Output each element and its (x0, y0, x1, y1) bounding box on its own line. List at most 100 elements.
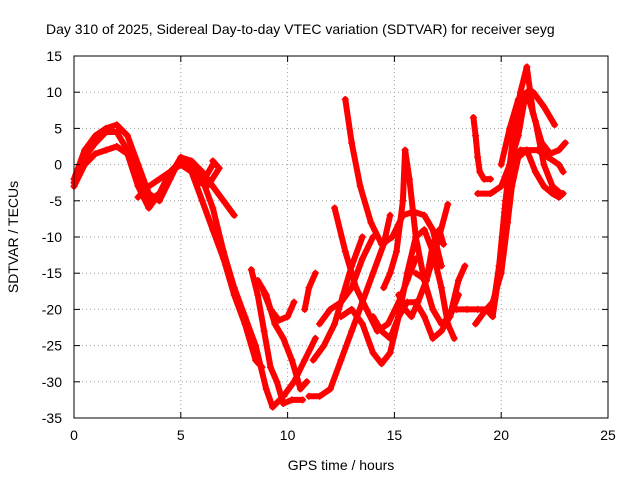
data-point (480, 175, 488, 183)
data-point (412, 233, 420, 241)
series-line (412, 201, 451, 284)
data-point (378, 327, 386, 335)
data-point (386, 334, 394, 342)
data-point (474, 305, 482, 313)
data-point (123, 150, 131, 158)
data-point (271, 320, 279, 328)
data-point (113, 143, 121, 150)
data-point (551, 121, 559, 129)
data-point (81, 153, 89, 161)
data-point (487, 190, 495, 198)
data-point (437, 284, 445, 292)
data-point (386, 211, 394, 219)
data-point (358, 255, 366, 263)
series-sat-i (301, 269, 319, 313)
data-point (514, 95, 522, 103)
data-point (474, 153, 482, 161)
data-point (260, 327, 268, 335)
data-point (290, 298, 298, 306)
data-point (420, 211, 428, 219)
data-point (497, 161, 505, 169)
y-tick-label: 10 (46, 84, 62, 100)
data-point (378, 360, 386, 368)
data-point (269, 403, 277, 411)
data-point (113, 121, 121, 129)
data-point (367, 219, 375, 227)
data-point (337, 356, 345, 364)
series-sat-e (194, 157, 223, 189)
data-point (401, 305, 409, 313)
data-point (414, 298, 422, 306)
data-point (81, 161, 89, 169)
data-point (420, 226, 428, 234)
data-point (356, 182, 364, 190)
data-point (254, 276, 262, 284)
data-point (548, 190, 556, 198)
data-point (489, 305, 497, 313)
x-tick-label: 10 (280, 427, 296, 443)
data-point (258, 363, 266, 371)
data-point (429, 226, 437, 234)
data-point (420, 313, 428, 321)
data-point (380, 284, 388, 292)
data-point (311, 269, 319, 277)
data-point (284, 313, 292, 321)
data-point (102, 146, 110, 154)
data-point (247, 266, 255, 274)
data-point (476, 168, 484, 176)
data-point (348, 305, 356, 313)
data-point (267, 305, 275, 313)
data-point (472, 320, 480, 328)
data-point (309, 356, 317, 364)
data-point (540, 161, 548, 169)
x-tick-label: 0 (70, 427, 78, 443)
data-point (91, 139, 99, 147)
data-point (358, 233, 366, 241)
data-point (316, 320, 324, 328)
data-point (331, 204, 339, 212)
data-point (337, 313, 345, 321)
data-point (407, 313, 415, 321)
data-point (326, 305, 334, 313)
data-point (378, 240, 386, 248)
data-point (437, 327, 445, 335)
data-point (230, 211, 238, 219)
data-point (422, 276, 430, 284)
data-point (437, 262, 445, 270)
data-point (341, 95, 349, 103)
data-point (303, 378, 311, 386)
data-point (220, 255, 228, 263)
data-point (198, 197, 206, 205)
data-point (489, 313, 497, 321)
x-tick-label: 5 (177, 427, 185, 443)
data-point (209, 157, 217, 165)
data-point (296, 385, 304, 393)
data-point (267, 363, 275, 371)
data-point (341, 247, 349, 255)
data-point (531, 117, 539, 125)
data-point (316, 392, 324, 400)
data-point (540, 182, 548, 190)
data-point (262, 385, 270, 393)
series-sat-s (412, 200, 452, 284)
data-point (557, 190, 565, 198)
y-axis-label: SDTVAR / TECUs (5, 181, 21, 293)
y-tick-label: -30 (42, 374, 62, 390)
series-line (316, 234, 376, 327)
data-point (252, 356, 260, 364)
data-point (393, 247, 401, 255)
series-sat-w (474, 88, 559, 198)
series-sat-u (469, 114, 495, 183)
series-sat-f (247, 266, 307, 408)
data-point (523, 88, 531, 96)
data-point (241, 320, 249, 328)
data-point (305, 284, 313, 292)
data-point (482, 305, 490, 313)
series-sat-l (316, 233, 377, 328)
data-point (215, 164, 223, 172)
data-point (388, 233, 396, 241)
data-point (401, 146, 409, 154)
data-point (437, 320, 445, 328)
x-tick-label: 20 (493, 427, 509, 443)
